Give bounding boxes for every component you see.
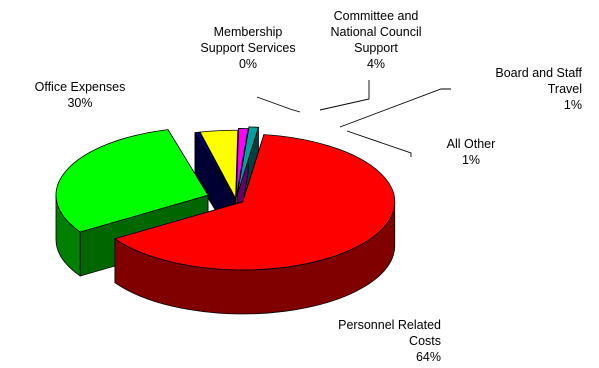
leader-line-board-and-staff-travel: [339, 88, 451, 128]
slice-percent: 1%: [462, 153, 480, 167]
slice-all-other: [236, 126, 259, 196]
slice-label-line: Support Services: [200, 41, 295, 55]
slice-label-all-other: All Other 1%: [447, 137, 496, 167]
slice-label-line: Board and Staff: [495, 66, 582, 80]
slice-label-line: Personnel Related: [338, 318, 441, 332]
slice-label-board-and-staff-travel: Board and Staff Travel 1%: [495, 66, 582, 112]
slice-label-line: Committee and: [334, 9, 419, 23]
slice-board-and-staff-travel: [235, 128, 249, 197]
pie-top-layer: [55, 126, 396, 271]
slice-label-line: Costs: [409, 334, 441, 348]
slice-committee-and-national-council-support: [199, 129, 239, 199]
slice-label-line: Office Expenses: [35, 80, 126, 94]
slice-label-personnel-related-costs: Personnel Related Costs 64%: [338, 318, 441, 364]
slice-label-line: Support: [354, 41, 398, 55]
slice-percent: 1%: [564, 98, 582, 112]
slice-percent: 0%: [239, 57, 257, 71]
leader-line-committee-and-national-council-support: [319, 80, 370, 111]
slice-label-line: Membership: [214, 25, 283, 39]
slice-label-line: All Other: [447, 137, 496, 151]
leader-line-membership-support-services: [256, 96, 301, 113]
slice-membership-support-services: [194, 131, 236, 199]
slice-label-line: National Council: [330, 25, 421, 39]
slice-label-line: Travel: [548, 82, 582, 96]
slice-label-office-expenses: Office Expenses 30%: [35, 80, 126, 110]
slice-personnel-related-costs: [114, 134, 396, 271]
slice-office-expenses: [55, 129, 209, 233]
slice-label-membership-support-services: Membership Support Services 0%: [200, 25, 295, 71]
slice-label-committee-and-national-council-support: Committee and National Council Support 4%: [330, 9, 421, 71]
slice-percent: 4%: [367, 57, 385, 71]
slice-percent: 64%: [416, 350, 441, 364]
leader-line-all-other: [346, 130, 412, 157]
leader-lines: [256, 80, 451, 157]
slice-percent: 30%: [67, 96, 92, 110]
slice-labels: Personnel Related Costs 64% Office Expenses…: [35, 9, 583, 364]
